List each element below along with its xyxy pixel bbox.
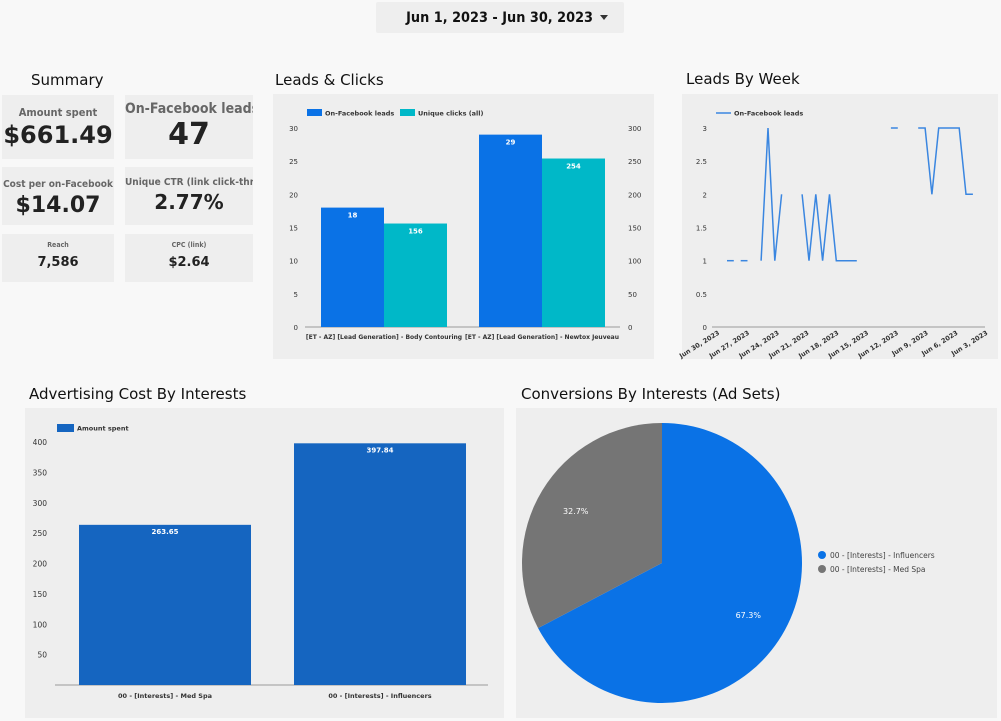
y-tick-label: 350: [33, 468, 48, 477]
bar-value-label: 156: [408, 228, 423, 236]
kpi-reach: Reach 7,586: [2, 234, 114, 282]
pie-slice: [522, 423, 662, 629]
legend-swatch: [57, 424, 74, 432]
bar-value-label: 18: [348, 212, 358, 220]
y-tick-label: 150: [33, 590, 48, 599]
y-tick-label: 0: [703, 324, 707, 332]
kpi-label: Amount spent: [18, 106, 98, 119]
y-tick-label: 400: [33, 438, 48, 447]
bar: [479, 134, 542, 327]
y-tick-label-left: 10: [289, 258, 298, 266]
kpi-value: $2.64: [168, 255, 210, 270]
kpi-unique-ctr: Unique CTR (link click-throu 2.77%: [125, 167, 253, 225]
legend-label: Unique clicks (all): [418, 110, 484, 118]
y-tick-label-right: 200: [628, 191, 641, 199]
kpi-value: $14.07: [15, 193, 101, 218]
y-tick-label-right: 150: [628, 225, 641, 233]
bar: [79, 524, 251, 685]
bar: [542, 158, 605, 327]
leads-by-week-title: Leads By Week: [686, 70, 800, 88]
legend-label: Amount spent: [77, 425, 129, 433]
legend-label: On-Facebook leads: [325, 110, 394, 118]
legend-swatch: [307, 109, 322, 116]
advertising-cost-title: Advertising Cost By Interests: [29, 385, 247, 403]
y-tick-label: 300: [33, 499, 48, 508]
x-category-label: 00 - [Interests] - Influencers: [328, 692, 431, 700]
kpi-label: Unique CTR (link click-throu: [125, 177, 253, 188]
bar-value-label: 263.65: [151, 528, 178, 536]
kpi-label: On-Facebook leads: [125, 101, 253, 117]
series-line: [760, 127, 783, 261]
bar-value-label: 397.84: [366, 446, 393, 454]
kpi-amount-spent: Amount spent $661.49: [2, 95, 114, 159]
y-tick-label: 200: [33, 560, 48, 569]
kpi-on-facebook-leads: On-Facebook leads 47: [125, 95, 253, 159]
y-tick-label: 3: [703, 125, 707, 133]
pie-slice: [538, 423, 803, 703]
y-tick-label: 0.5: [696, 291, 707, 299]
date-range-selector[interactable]: Jun 1, 2023 - Jun 30, 2023: [376, 2, 624, 33]
bar: [384, 223, 447, 327]
y-tick-label-right: 0: [628, 324, 632, 332]
y-tick-label-right: 300: [628, 125, 641, 133]
y-tick-label: 250: [33, 529, 48, 538]
bar-value-label: 254: [566, 163, 581, 171]
series-line: [918, 127, 973, 196]
x-category-label: [ET - AZ] [Lead Generation] - Newtox Jeu…: [465, 334, 619, 341]
y-tick-label-left: 5: [294, 291, 298, 299]
legend-swatch: [818, 565, 826, 573]
y-tick-label-left: 25: [289, 158, 298, 166]
kpi-value: 2.77%: [154, 190, 224, 214]
y-tick-label-left: 30: [289, 125, 298, 133]
y-tick-label-left: 20: [289, 191, 298, 199]
y-tick-label-right: 100: [628, 258, 641, 266]
date-range-text: Jun 1, 2023 - Jun 30, 2023: [406, 9, 594, 26]
kpi-cost-per-lead: Cost per on-Facebook $14.07: [2, 167, 114, 225]
series-line: [801, 194, 857, 262]
legend-label: 00 - [Interests] - Med Spa: [830, 565, 926, 574]
leads-clicks-title: Leads & Clicks: [275, 71, 384, 89]
y-tick-label-left: 15: [289, 225, 298, 233]
y-tick-label: 100: [33, 620, 48, 629]
pie-slice-label: 32.7%: [563, 507, 589, 516]
y-tick-label: 1.5: [696, 225, 707, 233]
legend-swatch: [400, 109, 415, 116]
kpi-label: CPC (link): [171, 241, 207, 249]
y-tick-label: 2.5: [696, 158, 707, 166]
pie-slice-label: 67.3%: [736, 611, 762, 620]
y-tick-label: 2: [703, 191, 707, 199]
x-category-label: 00 - [Interests] - Med Spa: [118, 692, 212, 700]
x-category-label: [ET - AZ] [Lead Generation] - Body Conto…: [306, 334, 462, 341]
y-tick-label: 50: [37, 651, 47, 660]
conversions-title: Conversions By Interests (Ad Sets): [521, 385, 781, 403]
y-tick-label-left: 0: [294, 324, 298, 332]
legend-label: On-Facebook leads: [734, 110, 803, 118]
bar-value-label: 29: [506, 139, 516, 147]
kpi-label: Cost per on-Facebook: [3, 179, 113, 190]
y-tick-label-right: 250: [628, 158, 641, 166]
leads-by-week-panel: [682, 94, 998, 359]
bar: [321, 207, 384, 327]
chevron-down-icon[interactable]: [600, 15, 608, 20]
kpi-value: 7,586: [37, 255, 79, 270]
kpi-label: Reach: [47, 241, 69, 249]
kpi-cpc-link: CPC (link) $2.64: [125, 234, 253, 282]
summary-title: Summary: [31, 71, 104, 89]
y-tick-label-right: 50: [628, 291, 637, 299]
kpi-value: $661.49: [3, 121, 113, 149]
kpi-value: 47: [168, 117, 210, 152]
y-tick-label: 1: [703, 258, 707, 266]
bar: [294, 443, 466, 685]
legend-swatch: [818, 551, 826, 559]
legend-label: 00 - [Interests] - Influencers: [830, 551, 935, 560]
